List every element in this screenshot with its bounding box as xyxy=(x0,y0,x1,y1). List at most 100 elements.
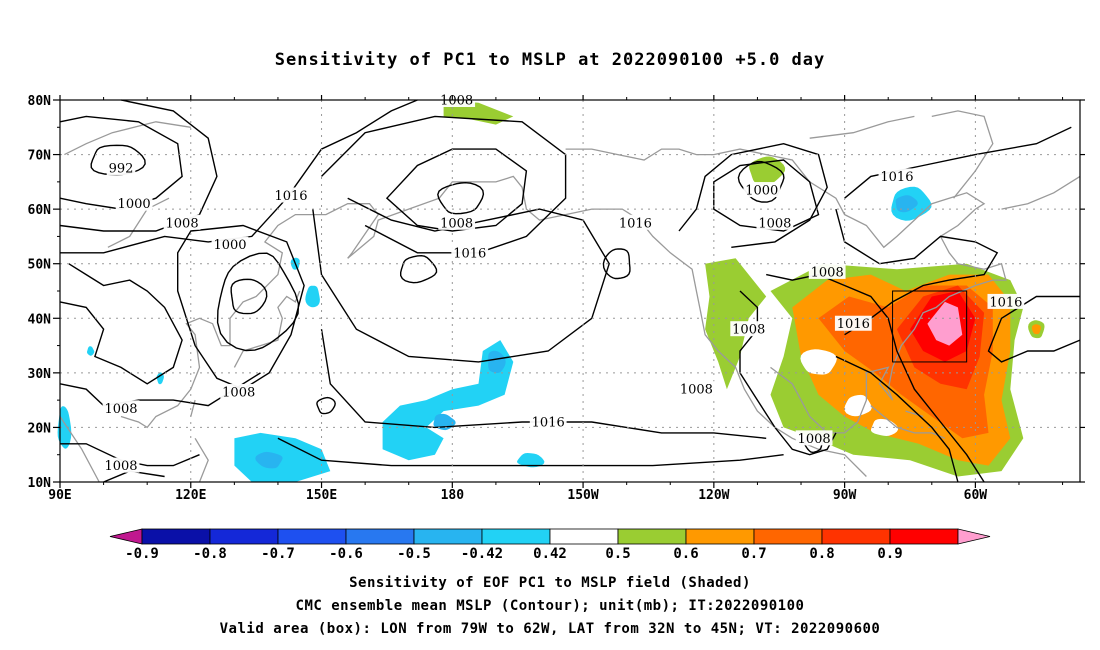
colorbar-box-9 xyxy=(753,528,823,545)
caption-contour: CMC ensemble mean MSLP (Contour); unit(m… xyxy=(295,598,805,614)
lat-label-80: 80N xyxy=(28,94,52,109)
colorbar-label-6: 0.42 xyxy=(533,546,567,562)
contour-1008-india xyxy=(59,263,183,385)
lat-label-60: 60N xyxy=(28,203,52,218)
colorbar-box-3 xyxy=(345,528,415,545)
contour-label-bg-13 xyxy=(730,321,768,337)
colorbar-label-7: 0.5 xyxy=(605,546,630,562)
colorbar-box-6 xyxy=(549,528,619,545)
coastline-9 xyxy=(1001,175,1081,210)
contour-label-12: 1008 xyxy=(811,265,844,280)
contour-label-1: 1000 xyxy=(118,197,151,212)
contour-1008-asia xyxy=(177,224,305,390)
contour-label-bg-11 xyxy=(878,168,916,184)
contour-label-3: 1000 xyxy=(213,238,246,253)
shade-patch-21 xyxy=(305,285,320,308)
contour-1016-pac-loop xyxy=(400,254,438,284)
contour-label-19: 1008 xyxy=(104,402,137,417)
contour-label-bg-14 xyxy=(834,315,872,331)
contour-1008-north-pac xyxy=(385,148,528,232)
contour-1000-asia xyxy=(216,252,300,352)
contour-1000-canada xyxy=(737,160,785,203)
contour-label-7: 1016 xyxy=(453,246,486,261)
contour-label-bg-21 xyxy=(529,413,567,429)
contour-label-bg-9 xyxy=(743,182,781,198)
contour-label-bg-3 xyxy=(211,236,249,252)
contour-1008-sub xyxy=(277,437,784,467)
contour-label-bg-4 xyxy=(272,187,310,203)
contour-label-bg-12 xyxy=(808,263,846,279)
coastline-5 xyxy=(194,437,209,483)
colorbar-box-8 xyxy=(685,528,755,545)
colorbar-label-10: 0.8 xyxy=(809,546,834,562)
plot-title: Sensitivity of PC1 to MSLP at 2022090100… xyxy=(274,50,826,70)
contour-label-bg-19 xyxy=(102,400,140,416)
colorbar: -0.9 -0.8 -0.7 -0.6 -0.5 -0.42 0.42 0.5 0.6 0.7 0.… xyxy=(109,528,991,562)
colorbar-min-triangle xyxy=(109,528,143,545)
colorbar-label-0: -0.9 xyxy=(125,546,159,562)
lat-label-20: 20N xyxy=(28,421,52,436)
colorbar-box-0 xyxy=(141,528,211,545)
colorbar-box-4 xyxy=(413,528,483,545)
contour-label-5: 1008 xyxy=(440,94,473,109)
contour-label-9: 1000 xyxy=(745,184,778,199)
coastline-0 xyxy=(59,416,100,483)
contour-label-bg-16 xyxy=(678,381,715,397)
contour-1016-atlantic xyxy=(987,295,1081,363)
shade-patch-15 xyxy=(488,350,506,373)
colorbar-label-3: -0.6 xyxy=(329,546,363,562)
contour-1008-west xyxy=(59,99,218,232)
colorbar-box-2 xyxy=(277,528,347,545)
colorbar-label-4: -0.5 xyxy=(397,546,431,562)
contour-label-bg-1 xyxy=(115,195,153,211)
shade-patch-13 xyxy=(1031,324,1041,335)
contour-label-15: 1016 xyxy=(989,295,1022,310)
coastline-3 xyxy=(233,290,301,368)
lon-label-210: 150W xyxy=(567,488,598,503)
contour-label-bg-15 xyxy=(987,293,1025,309)
contour-label-6: 1008 xyxy=(440,216,473,231)
contour-1008-hi-loop xyxy=(316,396,336,415)
colorbar-box-11 xyxy=(889,528,959,545)
lon-label-120: 120E xyxy=(175,488,206,503)
caption-valid-area: Valid area (box): LON from 79W to 62W, L… xyxy=(219,621,881,637)
colorbar-label-2: -0.7 xyxy=(261,546,295,562)
colorbar-label-1: -0.8 xyxy=(193,546,227,562)
shade-patch-24 xyxy=(87,346,95,356)
shade-patch-20 xyxy=(895,195,918,213)
contour-label-bg-10 xyxy=(756,214,794,230)
lat-label-50: 50N xyxy=(28,258,52,273)
coastline-8 xyxy=(931,110,994,199)
contour-1016-northwest xyxy=(60,99,418,254)
contour-label-bg-18 xyxy=(220,383,258,399)
contour-label-4: 1016 xyxy=(274,189,307,204)
colorbar-label-9: 0.7 xyxy=(741,546,766,562)
contour-1016-west-pac xyxy=(678,142,828,248)
valid-area-rect xyxy=(892,290,968,363)
contour-1016-east xyxy=(844,126,1072,199)
coastline-6 xyxy=(770,366,811,417)
contour-1016-np xyxy=(321,115,567,254)
colorbar-box-10 xyxy=(821,528,891,545)
lon-label-180: 180 xyxy=(441,488,465,503)
contour-label-2: 1008 xyxy=(166,216,199,231)
lon-label-90: 90E xyxy=(48,488,71,503)
contour-label-bg-8 xyxy=(616,214,654,230)
colorbar-label-5: -0.42 xyxy=(461,546,503,562)
sensitivity-shading xyxy=(57,100,1045,482)
lon-label-300: 60W xyxy=(964,488,988,503)
contour-1008-sea xyxy=(835,355,959,483)
mslp-contours xyxy=(59,99,1081,483)
contour-label-20: 1008 xyxy=(104,459,137,474)
contour-label-14: 1016 xyxy=(837,317,870,332)
valid-area-box xyxy=(892,290,968,363)
contour-label-bg-17 xyxy=(795,430,833,446)
contour-labels: 992 1000 1008 1000 1016 1008 1008 1016 1016 1000 1… xyxy=(102,92,1025,474)
shade-patch-9 xyxy=(800,349,837,375)
shade-patch-8 xyxy=(927,301,963,346)
colorbar-label-8: 0.6 xyxy=(673,546,698,562)
colorbar-box-1 xyxy=(209,528,279,545)
lat-label-10: 10N xyxy=(28,476,52,491)
lon-label-150: 150E xyxy=(306,488,337,503)
contour-label-bg-0 xyxy=(106,160,136,176)
